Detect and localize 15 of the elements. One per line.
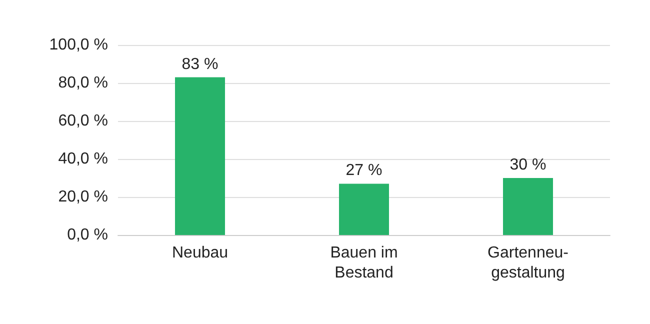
x-tick-label: Gartenneu- gestaltung [488,244,568,282]
y-tick-label: 0,0 % [67,226,108,244]
y-tick-label: 60,0 % [58,112,108,130]
bar [175,77,225,235]
data-label: 83 % [182,56,218,73]
y-tick-label: 40,0 % [58,150,108,168]
data-label: 27 % [346,162,382,180]
data-label: 30 % [510,156,546,174]
y-tick-label: 20,0 % [58,188,108,206]
x-tick-label: Bauen im Bestand [330,244,398,282]
bar [339,184,389,235]
bar [503,178,553,235]
x-tick-label: Neubau [172,244,228,262]
y-tick-label: 80,0 % [58,74,108,92]
y-tick-label: 100,0 % [49,36,108,54]
